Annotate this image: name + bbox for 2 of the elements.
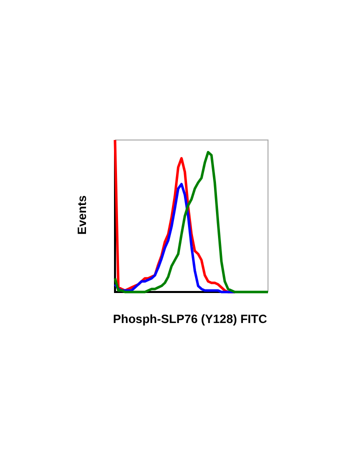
x-axis-title: Phosph-SLP76 (Y128) FITC (112, 312, 268, 326)
y-axis-title: Events (75, 195, 89, 235)
